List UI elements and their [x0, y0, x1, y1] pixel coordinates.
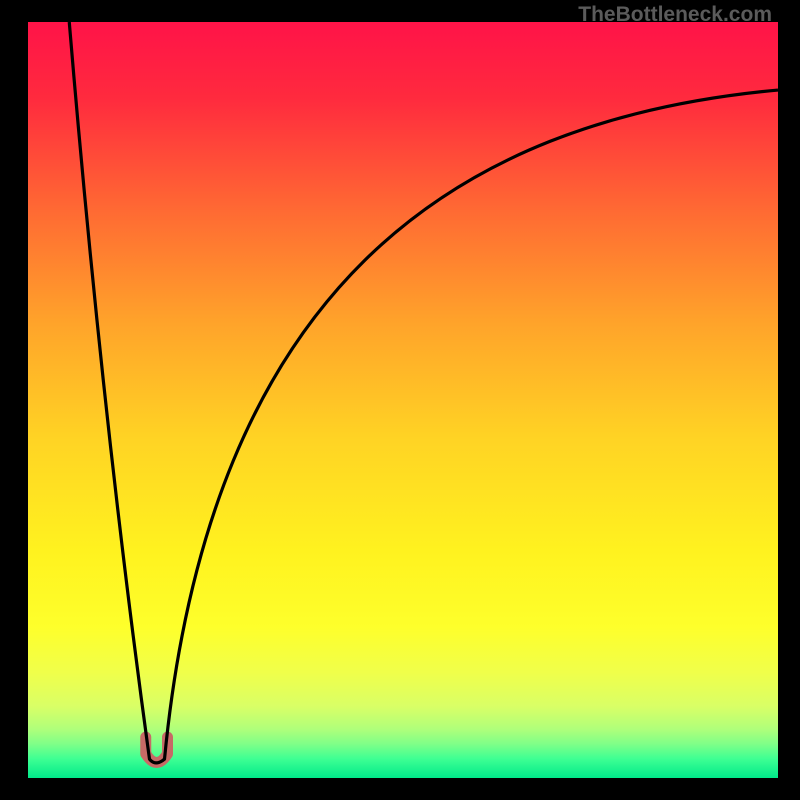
chart-frame: TheBottleneck.com: [0, 0, 800, 800]
plot-area: [28, 22, 778, 778]
bottleneck-curve: [69, 22, 778, 763]
curve-layer: [28, 22, 778, 778]
watermark-text: TheBottleneck.com: [578, 3, 772, 27]
